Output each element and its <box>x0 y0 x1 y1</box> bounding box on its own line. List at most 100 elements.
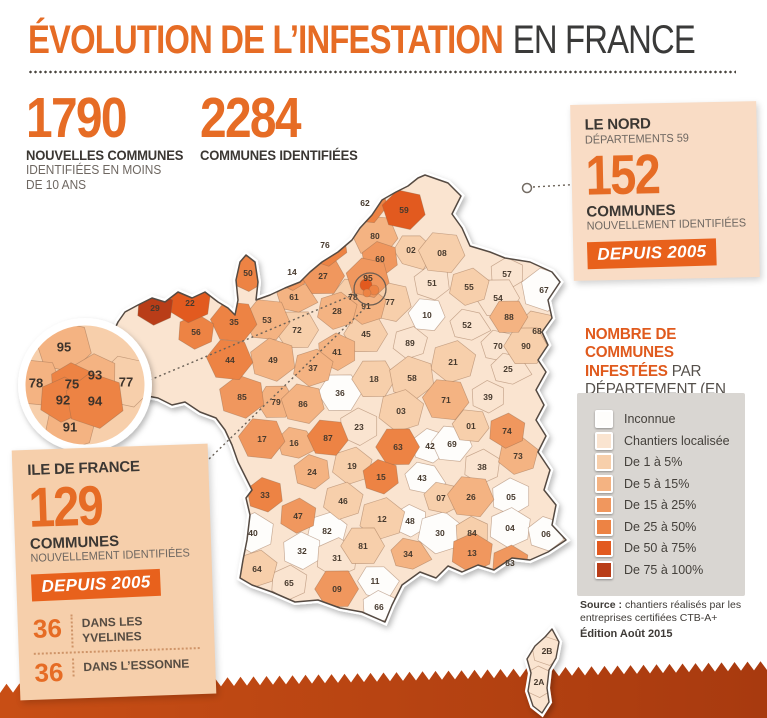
department-label-44: 44 <box>225 355 235 365</box>
dotted-connector <box>532 183 585 188</box>
department-shape-49 <box>250 337 296 382</box>
row-label-line1: DANS L’ESSONNE <box>83 656 190 675</box>
stat-value: 1790 <box>26 86 127 150</box>
department-label-13: 13 <box>467 548 477 558</box>
source-text: chantiers réalisés par les entreprises c… <box>580 599 742 625</box>
page-title: ÉVOLUTION DE L’INFESTATION EN FRANCE <box>28 18 767 63</box>
legend-swatch <box>595 453 613 471</box>
stat-sublabel: IDENTIFIÉES EN MOINS <box>26 163 162 178</box>
department-shape-32 <box>283 531 321 570</box>
dotted-connector <box>207 307 366 461</box>
department-shape-01 <box>451 409 490 442</box>
department-shape-10 <box>407 298 446 331</box>
department-label-38: 38 <box>477 462 487 472</box>
department-label-94: 94 <box>88 394 103 409</box>
legend-swatch <box>595 539 613 557</box>
callout-value: 152 <box>584 142 660 207</box>
department-label-73: 73 <box>513 451 523 461</box>
department-shape-17 <box>238 418 286 460</box>
department-label-95: 95 <box>363 273 373 283</box>
department-label-43: 43 <box>417 473 427 483</box>
legend-label: De 75 à 100% <box>624 562 704 577</box>
department-shape-08 <box>418 232 466 274</box>
dotted-connector <box>149 293 356 381</box>
department-shape-88 <box>489 300 529 333</box>
source-label: Source : <box>580 599 623 611</box>
department-label-91: 91 <box>361 301 371 311</box>
legend-swatch <box>595 410 613 428</box>
department-label-41: 41 <box>332 347 342 357</box>
department-label-61: 61 <box>289 292 299 302</box>
ile-de-france-callout: ILE DE FRANCE 129 COMMUNES NOUVELLEMENT … <box>11 443 217 701</box>
department-label-09: 09 <box>332 584 342 594</box>
department-shape-94 <box>65 372 124 429</box>
department-label-40: 40 <box>248 528 258 538</box>
stat-value: 2284 <box>200 86 301 150</box>
department-shape-44 <box>206 339 254 381</box>
row-value: 36 <box>33 656 64 688</box>
department-label-37: 37 <box>308 363 318 373</box>
department-label-95: 95 <box>57 340 71 355</box>
department-label-03: 03 <box>396 406 406 416</box>
title-underline <box>28 70 736 74</box>
department-shape-34 <box>390 537 433 570</box>
department-label-64: 64 <box>252 564 262 574</box>
department-label-60: 60 <box>375 254 385 264</box>
department-label-21: 21 <box>448 357 458 367</box>
department-label-77: 77 <box>119 375 133 390</box>
legend-panel: Inconnue Chantiers localisée De 1 à 5% De 5… <box>577 393 745 596</box>
magnifier-blob <box>362 288 372 298</box>
legend-label: Inconnue <box>624 412 676 426</box>
department-shape-59 <box>381 189 426 230</box>
department-shape-23 <box>340 407 378 446</box>
department-label-04: 04 <box>505 523 515 533</box>
stat-label: COMMUNES IDENTIFIÉES <box>200 147 358 164</box>
department-label-90: 90 <box>521 341 531 351</box>
callout-sublabel: NOUVELLEMENT IDENTIFIÉES <box>586 217 747 233</box>
department-label-85: 85 <box>237 392 247 402</box>
department-label-26: 26 <box>466 492 476 502</box>
department-label-17: 17 <box>257 434 267 444</box>
department-label-62: 62 <box>360 198 370 208</box>
department-shape-47 <box>280 497 317 534</box>
source-note: Source : chantiers réalisés par les entr… <box>580 599 762 642</box>
department-label-18: 18 <box>369 374 379 384</box>
department-shape-39 <box>471 380 504 414</box>
department-label-08: 08 <box>437 248 447 258</box>
department-label-74: 74 <box>502 426 512 436</box>
department-label-78: 78 <box>29 376 43 391</box>
department-label-16: 16 <box>289 438 299 448</box>
department-label-27: 27 <box>318 271 328 281</box>
legend-label: De 50 à 75% <box>624 541 697 555</box>
department-label-92: 92 <box>56 393 70 408</box>
department-shape-55 <box>449 267 490 306</box>
department-label-42: 42 <box>425 441 435 451</box>
department-label-80: 80 <box>370 231 380 241</box>
department-label-07: 07 <box>436 493 446 503</box>
department-shape-15 <box>362 459 399 495</box>
department-shape-81 <box>340 527 385 564</box>
row-label: DANS LES YVELINES <box>70 612 144 648</box>
department-shape-90 <box>503 327 548 364</box>
department-label-23: 23 <box>354 422 364 432</box>
department-label-48: 48 <box>405 516 415 526</box>
department-label-01: 01 <box>466 421 476 431</box>
department-label-25: 25 <box>503 364 513 374</box>
legend-item: De 25 à 50% <box>587 517 735 536</box>
legend-label: De 15 à 25% <box>624 498 697 512</box>
legend-label: De 5 à 15% <box>624 476 690 491</box>
legend-label: De 25 à 50% <box>624 519 697 534</box>
department-label-47: 47 <box>293 511 303 521</box>
title-main: ÉVOLUTION DE L’INFESTATION <box>28 18 504 62</box>
department-label-77: 77 <box>385 297 395 307</box>
department-label-91: 91 <box>63 420 77 435</box>
department-label-75: 75 <box>65 377 79 392</box>
department-label-10: 10 <box>422 310 432 320</box>
department-label-70: 70 <box>493 341 503 351</box>
department-label-56: 56 <box>191 327 201 337</box>
stat-identified-communes: 2284 COMMUNES IDENTIFIÉES <box>200 86 369 164</box>
legend-label: De 1 à 5% <box>624 455 683 469</box>
department-label-49: 49 <box>268 355 278 365</box>
department-label-54: 54 <box>493 293 503 303</box>
department-label-69: 69 <box>447 439 457 449</box>
